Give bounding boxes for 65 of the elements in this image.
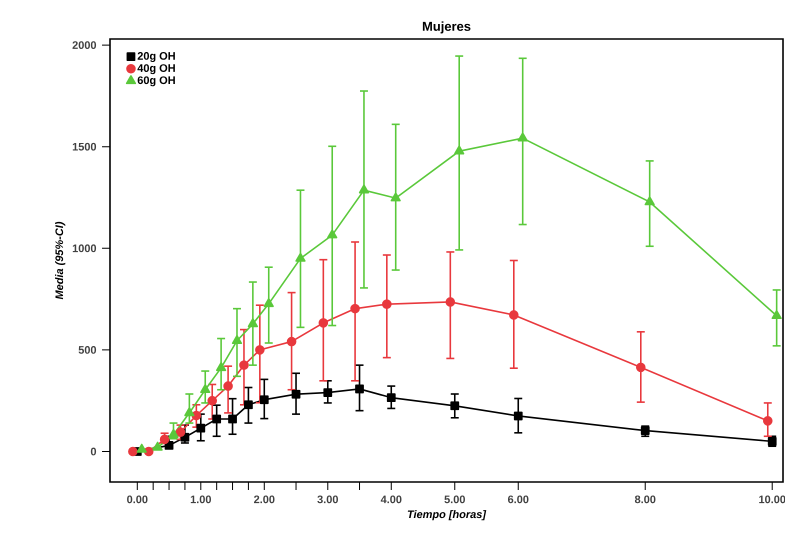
- point: [260, 395, 269, 404]
- point: [350, 304, 360, 314]
- x-tick-label: 0.00: [127, 495, 148, 504]
- point: [772, 310, 782, 320]
- y-tick-label: 0: [90, 448, 96, 456]
- point: [318, 318, 328, 328]
- point: [264, 298, 274, 308]
- point: [636, 362, 646, 372]
- legend-label: 40g OH: [137, 64, 175, 74]
- point: [196, 424, 206, 433]
- point: [228, 414, 237, 424]
- point: [640, 426, 650, 435]
- point: [454, 145, 464, 154]
- point: [518, 132, 528, 142]
- point: [255, 345, 265, 355]
- point: [244, 400, 253, 410]
- point: [382, 299, 392, 309]
- y-tick-label: 2000: [72, 41, 96, 49]
- point: [136, 444, 147, 453]
- point: [168, 428, 179, 438]
- point: [509, 310, 519, 320]
- point: [200, 384, 210, 394]
- point: [295, 252, 306, 262]
- legend-label: 20g OH: [138, 52, 175, 62]
- x-tick-label: 2.00: [254, 495, 274, 504]
- x-tick-label: 3.00: [317, 495, 338, 504]
- chart-title: Mujeres: [422, 21, 470, 34]
- point: [390, 192, 401, 202]
- point: [160, 434, 170, 444]
- point: [327, 229, 338, 238]
- point: [450, 401, 460, 410]
- x-tick-label: 8.00: [634, 495, 656, 504]
- point: [164, 441, 174, 450]
- point: [386, 393, 396, 402]
- x-axis-title: Tiempo [horas]: [408, 510, 486, 520]
- point: [446, 297, 456, 307]
- point: [128, 446, 138, 456]
- point: [358, 184, 370, 194]
- point: [152, 442, 163, 451]
- point: [212, 414, 222, 424]
- point: [355, 384, 364, 394]
- point: [232, 334, 242, 344]
- point: [762, 416, 773, 426]
- point: [216, 362, 226, 372]
- x-tick-label: 6.00: [508, 495, 528, 504]
- point: [223, 381, 233, 391]
- y-tick-label: 500: [78, 346, 96, 354]
- point: [207, 396, 218, 406]
- y-tick-label: 1000: [72, 244, 96, 252]
- point: [248, 318, 258, 328]
- x-tick-label: 1.00: [190, 495, 212, 504]
- y-tick-label: 1500: [72, 142, 96, 151]
- x-tick-label: 5.00: [444, 495, 465, 504]
- point: [292, 390, 300, 399]
- point: [184, 407, 194, 416]
- point: [323, 388, 332, 397]
- point: [192, 410, 202, 420]
- point: [239, 360, 249, 370]
- x-tick-label: 4.00: [380, 495, 402, 504]
- point: [286, 336, 296, 346]
- legend-label: 60g OH: [138, 76, 175, 86]
- point: [644, 196, 655, 206]
- x-tick-label: 10.00: [759, 495, 785, 504]
- point: [514, 412, 523, 420]
- y-axis-title: Media (95%-CI): [55, 222, 66, 300]
